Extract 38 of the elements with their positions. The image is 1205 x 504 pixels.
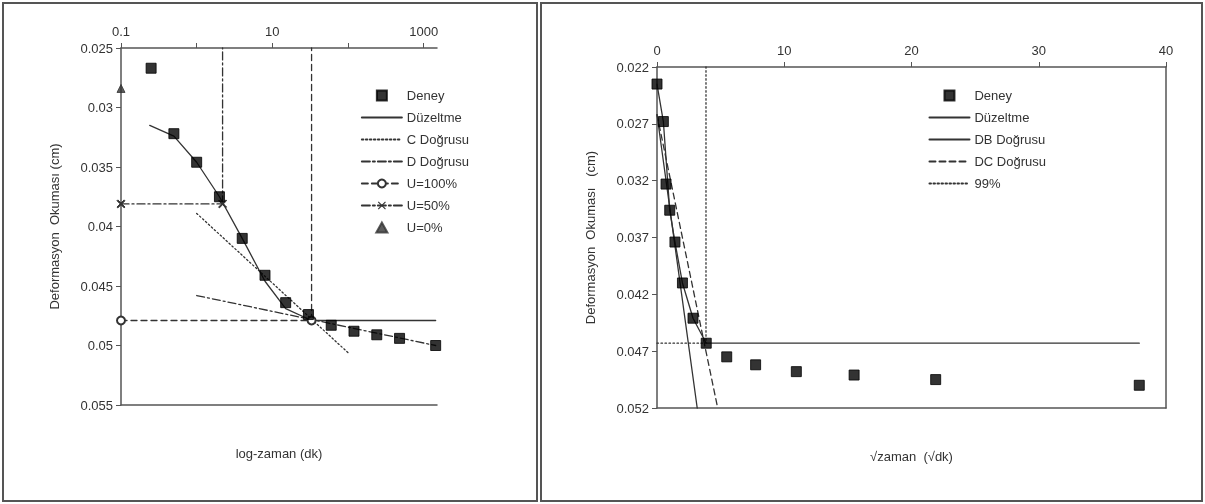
x-tick-label: 0.1 (111, 24, 131, 39)
x-axis-title: log-zaman (dk) (235, 445, 323, 461)
y-tick-label: 0.05 (87, 338, 113, 353)
legend-label: U=100% (406, 176, 458, 191)
legend-label: Düzeltme (406, 110, 462, 125)
legend-label: DC Doğrusu (974, 154, 1047, 169)
x-tick-label: 1000 (409, 24, 439, 39)
y-tick-label: 0.027 (616, 116, 649, 132)
y-tick-label: 0.042 (616, 286, 649, 302)
x-tick-label: 40 (1158, 43, 1174, 58)
x-tick-label: 10 (265, 24, 280, 39)
y-tick-label: 0.055 (80, 397, 113, 413)
x-axis-title: √zaman (√dk) (870, 448, 953, 464)
x-tick-label: 30 (1031, 43, 1046, 58)
y-tick-label: 0.032 (616, 173, 649, 189)
legend-label: D Doğrusu (406, 154, 469, 169)
y-axis-title: Deformasyon Okuması (cm) (47, 143, 62, 310)
legend-label: U=50% (406, 198, 451, 213)
x-tick-label: 10 (777, 43, 792, 58)
legend-label: 99% (974, 176, 1001, 191)
legend-label: C Doğrusu (406, 132, 469, 147)
y-axis-title: Deformasyon Okuması (cm) (583, 150, 598, 325)
legend-label: U=0% (406, 220, 444, 235)
legend-label: DB Doğrusu (974, 132, 1046, 147)
x-tick-label: 20 (904, 43, 919, 58)
y-tick-label: 0.025 (80, 40, 113, 56)
y-tick-label: 0.037 (616, 230, 649, 245)
y-tick-label: 0.022 (616, 59, 649, 75)
legend-label: Düzeltme (974, 110, 1030, 125)
legend-label: Deney (406, 88, 445, 103)
x-tick-label: 0 (653, 43, 661, 58)
legend-label: Deney (974, 88, 1013, 103)
y-tick-label: 0.045 (80, 278, 113, 294)
y-tick-label: 0.052 (616, 400, 649, 416)
y-tick-label: 0.035 (80, 159, 113, 175)
y-tick-label: 0.03 (87, 100, 113, 115)
y-tick-label: 0.047 (616, 343, 649, 359)
y-tick-label: 0.04 (87, 219, 113, 234)
